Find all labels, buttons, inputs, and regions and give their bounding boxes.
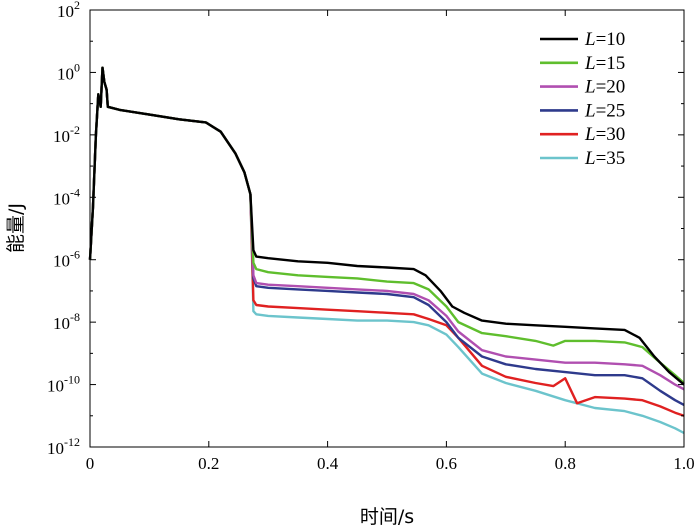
y-tick-label: 10-10 <box>47 373 80 396</box>
y-tick-base: 10 <box>53 314 70 333</box>
y-tick-label: 10-12 <box>47 435 80 458</box>
y-tick-label: 100 <box>57 60 80 83</box>
legend-label: L=15 <box>584 53 625 74</box>
y-tick-base: 10 <box>47 377 64 396</box>
y-tick-exponent: 0 <box>74 60 80 74</box>
x-axis-title: 时间/s <box>360 506 414 528</box>
legend-label-value: =20 <box>596 77 626 98</box>
legend: L=10L=15L=20L=25L=30L=35 <box>540 29 625 169</box>
plot-frame <box>89 9 685 448</box>
legend-label-var: L <box>584 148 596 169</box>
legend-label-var: L <box>584 124 596 145</box>
legend-label-var: L <box>584 77 596 98</box>
legend-label: L=10 <box>584 29 625 50</box>
series-line-l-35 <box>88 66 685 435</box>
y-tick-exponent: -4 <box>70 185 80 199</box>
y-tick-exponent: -6 <box>70 248 80 262</box>
x-tick-label: 0.6 <box>436 454 457 473</box>
series-layer <box>88 66 685 435</box>
legend-label: L=20 <box>584 77 625 98</box>
y-tick-base: 10 <box>53 252 70 271</box>
y-tick-exponent: -10 <box>64 373 80 387</box>
y-tick-exponent: 2 <box>74 0 80 12</box>
y-tick-label: 10-6 <box>53 248 80 271</box>
y-axis-title: 能量/J <box>5 203 27 253</box>
legend-label-var: L <box>584 53 596 74</box>
y-tick-exponent: -8 <box>70 310 80 324</box>
legend-label: L=35 <box>584 148 625 169</box>
legend-label-value: =10 <box>596 29 626 50</box>
y-tick-base: 10 <box>53 127 70 146</box>
y-tick-base: 10 <box>57 64 74 83</box>
y-tick-label: 10-4 <box>53 185 80 208</box>
x-tick-label: 0.2 <box>198 454 219 473</box>
series-line-l-10 <box>88 66 685 386</box>
y-tick-base: 10 <box>53 189 70 208</box>
y-tick-label: 102 <box>57 0 80 21</box>
x-tick-label: 1.0 <box>673 454 694 473</box>
x-tick-label: 0.8 <box>555 454 576 473</box>
x-tick-label: 0.4 <box>317 454 339 473</box>
y-tick-base: 10 <box>47 439 64 458</box>
legend-label-var: L <box>584 100 596 121</box>
y-tick-label: 10-8 <box>53 310 80 333</box>
legend-label-var: L <box>584 29 596 50</box>
legend-label-value: =30 <box>596 124 626 145</box>
y-tick-exponent: -2 <box>70 123 80 137</box>
legend-label-value: =15 <box>596 53 626 74</box>
x-axis: 0 0.2 0.4 0.6 0.8 1.0 <box>86 10 695 473</box>
x-tick-label: 0 <box>86 454 95 473</box>
legend-label: L=30 <box>584 124 625 145</box>
legend-label: L=25 <box>584 100 625 121</box>
legend-label-value: =35 <box>596 148 626 169</box>
y-tick-label: 10-2 <box>53 123 80 146</box>
y-tick-exponent: -12 <box>64 435 80 449</box>
legend-label-value: =25 <box>596 100 626 121</box>
y-tick-base: 10 <box>57 2 74 21</box>
